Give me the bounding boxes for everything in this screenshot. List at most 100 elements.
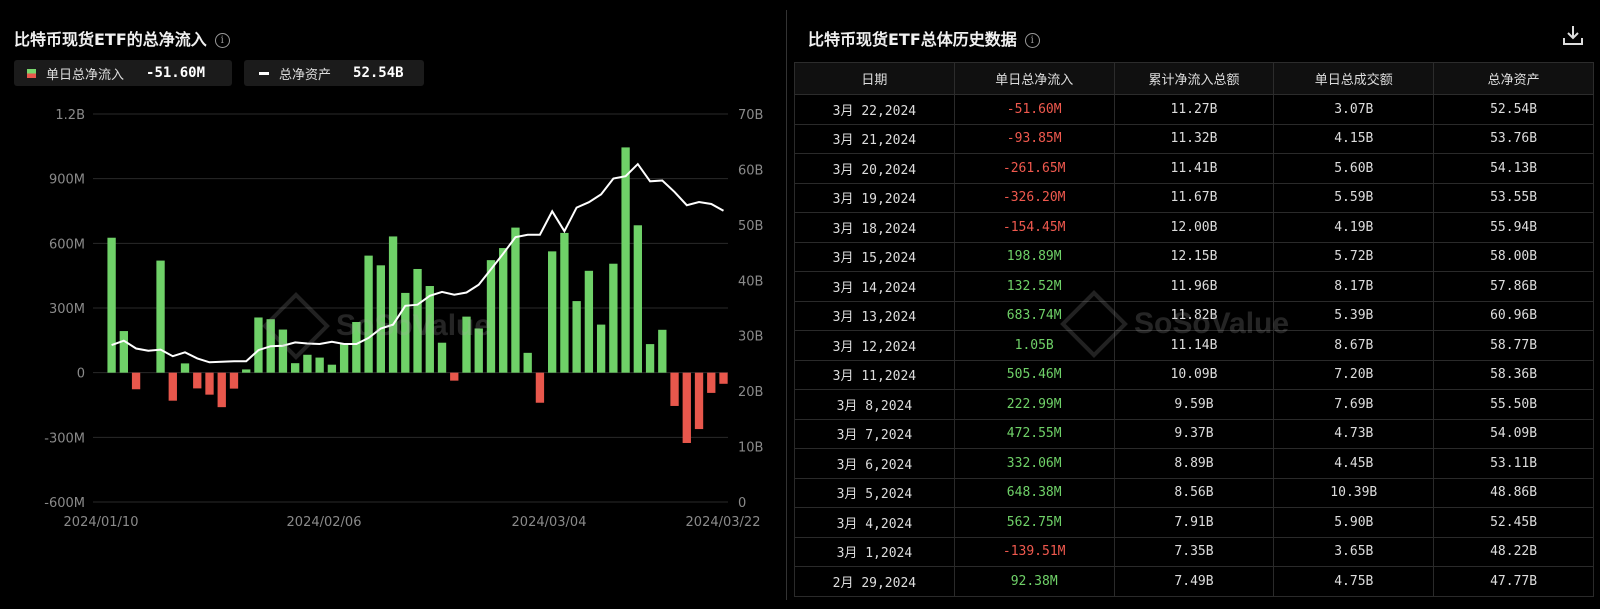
flow-bar[interactable] — [107, 237, 116, 373]
table-row[interactable]: 3月 8,2024 222.99M 9.59B 7.69B 55.50B — [794, 389, 1594, 420]
flow-bar[interactable] — [486, 260, 496, 373]
table-header-row: 日期 单日总净流入 累计净流入总额 单日总成交额 总净资产 — [794, 62, 1594, 95]
x-tick-label: 2024/03/04 — [512, 515, 587, 530]
flow-bar[interactable] — [682, 372, 691, 443]
download-icon[interactable] — [1562, 24, 1584, 46]
cell-cum: 12.00B — [1113, 212, 1275, 243]
table-row[interactable]: 3月 18,2024 -154.45M 12.00B 4.19B 55.94B — [794, 212, 1594, 243]
table-row[interactable]: 3月 22,2024 -51.60M 11.27B 3.07B 52.54B — [794, 94, 1594, 125]
table-row[interactable]: 3月 6,2024 332.06M 8.89B 4.45B 53.11B — [794, 448, 1594, 479]
table-row[interactable]: 3月 19,2024 -326.20M 11.67B 5.59B 53.55B — [794, 183, 1594, 213]
column-header[interactable]: 日期 — [794, 62, 955, 95]
flow-bar[interactable] — [388, 236, 398, 373]
flow-bar[interactable] — [229, 372, 239, 389]
column-header[interactable]: 总净资产 — [1433, 62, 1594, 95]
flow-bar[interactable] — [511, 227, 520, 373]
cell-flow: 648.38M — [953, 478, 1115, 508]
flow-bar[interactable] — [572, 301, 581, 373]
table-row[interactable]: 3月 5,2024 648.38M 8.56B 10.39B 48.86B — [794, 478, 1594, 508]
table-row[interactable]: 3月 15,2024 198.89M 12.15B 5.72B 58.00B — [794, 242, 1594, 272]
flow-bar[interactable] — [548, 251, 557, 373]
flow-bar[interactable] — [205, 372, 214, 395]
flow-bar[interactable] — [658, 329, 667, 373]
legend-assets-value: 52.54B — [353, 65, 404, 81]
flow-bar[interactable] — [535, 372, 545, 403]
flow-bar[interactable] — [633, 225, 642, 373]
flow-bar[interactable] — [707, 372, 716, 393]
flow-bar[interactable] — [450, 372, 459, 381]
table-row[interactable]: 3月 7,2024 472.55M 9.37B 4.73B 54.09B — [794, 419, 1594, 449]
flow-bar[interactable] — [401, 292, 410, 373]
flow-bar[interactable] — [645, 344, 655, 373]
cell-assets: 58.00B — [1433, 242, 1594, 272]
flow-bar[interactable] — [156, 260, 165, 373]
cell-assets: 53.11B — [1433, 448, 1594, 479]
cell-assets: 58.36B — [1433, 360, 1594, 390]
flow-bar[interactable] — [596, 324, 606, 373]
cell-date: 3月 21,2024 — [794, 124, 955, 154]
table-row[interactable]: 3月 21,2024 -93.85M 11.32B 4.15B 53.76B — [794, 124, 1594, 154]
left-tick-label: 600M — [49, 237, 85, 252]
flow-bar[interactable] — [376, 265, 385, 373]
flow-bar[interactable] — [339, 343, 349, 373]
flow-bar[interactable] — [303, 354, 312, 373]
flow-bar[interactable] — [217, 372, 226, 408]
cell-flow: 132.52M — [953, 271, 1115, 302]
column-header[interactable]: 单日总成交额 — [1273, 62, 1435, 95]
flow-bar[interactable] — [291, 363, 300, 373]
flow-bar[interactable] — [621, 147, 630, 373]
flow-chart[interactable]: 1.2B 900M 600M 300M 0 -300M -600M 70B 60B 50B 40B… — [0, 0, 786, 609]
table-row[interactable]: 3月 11,2024 505.46M 10.09B 7.20B 58.36B — [794, 360, 1594, 390]
flow-bar[interactable] — [437, 342, 447, 373]
flow-bar[interactable] — [474, 328, 483, 373]
flow-bar[interactable] — [315, 357, 324, 373]
cell-cum: 7.49B — [1113, 566, 1275, 597]
flow-bar[interactable] — [131, 372, 141, 390]
cell-date: 3月 6,2024 — [794, 448, 955, 479]
flow-bar[interactable] — [609, 263, 618, 373]
flow-bar[interactable] — [193, 372, 202, 389]
flow-bar[interactable] — [327, 364, 337, 373]
cell-date: 3月 15,2024 — [794, 242, 955, 272]
flow-bar[interactable] — [670, 372, 679, 406]
cell-cum: 11.32B — [1113, 124, 1275, 154]
column-header[interactable]: 累计净流入总额 — [1113, 62, 1275, 95]
table-row[interactable]: 3月 12,2024 1.05B 11.14B 8.67B 58.77B — [794, 330, 1594, 361]
flow-bar[interactable] — [242, 369, 251, 373]
left-tick-label: 0 — [77, 367, 85, 382]
flow-bar[interactable] — [413, 268, 422, 373]
table-row[interactable]: 3月 20,2024 -261.65M 11.41B 5.60B 54.13B — [794, 153, 1594, 184]
flow-bar[interactable] — [168, 372, 177, 401]
flow-bar[interactable] — [364, 255, 373, 373]
cell-date: 3月 5,2024 — [794, 478, 955, 508]
cell-date: 3月 1,2024 — [794, 537, 955, 567]
table-row[interactable]: 2月 29,2024 92.38M 7.49B 4.75B 47.77B — [794, 566, 1594, 597]
flow-bar[interactable] — [254, 317, 263, 373]
info-icon[interactable]: i — [1024, 33, 1040, 48]
cell-date: 3月 7,2024 — [794, 419, 955, 449]
cell-flow: 332.06M — [953, 448, 1115, 479]
cell-flow: -261.65M — [953, 153, 1115, 184]
flow-bar[interactable] — [584, 270, 594, 373]
flow-bar[interactable] — [462, 316, 471, 373]
flow-bar[interactable] — [119, 331, 128, 373]
info-icon[interactable]: i — [214, 33, 230, 48]
flow-bar[interactable] — [499, 248, 508, 373]
table-row[interactable]: 3月 14,2024 132.52M 11.96B 8.17B 57.86B — [794, 271, 1594, 302]
legend-daily-flow[interactable]: 单日总净流入 -51.60M — [14, 60, 232, 86]
flow-bar[interactable] — [523, 352, 532, 373]
flow-bar[interactable] — [352, 322, 361, 373]
cell-cum: 11.82B — [1113, 301, 1275, 331]
column-header[interactable]: 单日总净流入 — [953, 62, 1115, 95]
flow-bar[interactable] — [560, 232, 569, 373]
table-row[interactable]: 3月 13,2024 683.74M 11.82B 5.39B 60.96B — [794, 301, 1594, 331]
table-row[interactable]: 3月 1,2024 -139.51M 7.35B 3.65B 48.22B — [794, 537, 1594, 567]
legend-net-assets[interactable]: 总净资产 52.54B — [244, 60, 424, 86]
flow-bar[interactable] — [425, 286, 434, 373]
table-row[interactable]: 3月 4,2024 562.75M 7.91B 5.90B 52.45B — [794, 507, 1594, 538]
flow-bar[interactable] — [278, 329, 288, 373]
flow-bar[interactable] — [719, 372, 728, 384]
flow-bar[interactable] — [180, 363, 190, 373]
flow-bar[interactable] — [694, 372, 704, 430]
cell-flow: -154.45M — [953, 212, 1115, 243]
